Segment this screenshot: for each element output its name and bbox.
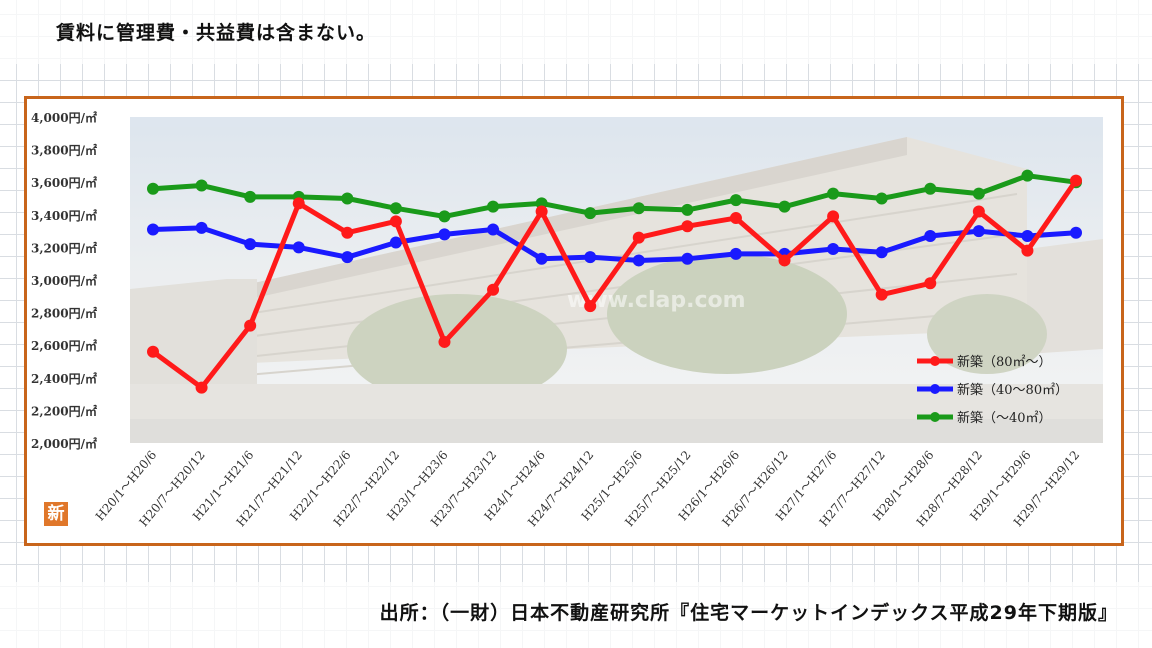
data-point bbox=[875, 192, 888, 205]
data-point bbox=[1021, 169, 1034, 182]
y-tick-label: 2,800円/㎡ bbox=[31, 306, 97, 321]
data-point bbox=[147, 182, 159, 195]
data-point bbox=[729, 212, 742, 225]
data-point bbox=[389, 202, 402, 215]
data-point bbox=[244, 238, 257, 251]
data-point bbox=[972, 225, 985, 238]
data-point bbox=[244, 190, 257, 203]
legend-label: 新築（40～80㎡） bbox=[957, 382, 1068, 398]
data-point bbox=[195, 381, 208, 394]
apartment-photo-background: www.clap.com bbox=[130, 117, 1103, 443]
series-line bbox=[152, 173, 1077, 219]
data-point bbox=[1070, 226, 1082, 239]
legend-marker bbox=[930, 384, 940, 394]
data-point bbox=[1021, 229, 1034, 242]
data-point bbox=[924, 182, 937, 195]
data-point bbox=[341, 226, 354, 239]
brand-logo: 新 bbox=[44, 502, 68, 526]
legend-marker bbox=[930, 356, 940, 366]
legend-label: 新築（80㎡～） bbox=[957, 354, 1052, 370]
data-point bbox=[972, 187, 985, 200]
data-point bbox=[875, 246, 888, 259]
data-point bbox=[438, 210, 451, 223]
data-point bbox=[924, 277, 937, 290]
data-point bbox=[827, 210, 840, 223]
data-point bbox=[584, 251, 597, 264]
data-point bbox=[487, 223, 500, 236]
data-point bbox=[729, 247, 742, 260]
y-tick-label: 3,600円/㎡ bbox=[31, 175, 97, 190]
data-point bbox=[535, 252, 548, 265]
data-point bbox=[535, 205, 548, 218]
data-point bbox=[972, 205, 985, 218]
chart-frame: www.clap.com 4,000円/㎡ 3,800円/㎡ 3,600円/㎡ 3,4… bbox=[24, 96, 1124, 546]
data-point bbox=[1021, 244, 1034, 257]
series-line bbox=[151, 179, 1079, 391]
data-point bbox=[1070, 174, 1082, 187]
data-point bbox=[632, 202, 645, 215]
data-point bbox=[632, 231, 645, 244]
data-point bbox=[778, 254, 791, 267]
data-point bbox=[681, 203, 694, 216]
data-point bbox=[632, 254, 645, 267]
data-point bbox=[584, 300, 597, 313]
data-point bbox=[875, 288, 888, 301]
data-point bbox=[827, 187, 840, 200]
y-tick-label: 4,000円/㎡ bbox=[31, 110, 97, 125]
data-point bbox=[292, 241, 305, 254]
data-point bbox=[924, 229, 937, 242]
data-point bbox=[681, 252, 694, 265]
data-point bbox=[147, 223, 159, 236]
data-point bbox=[584, 207, 597, 220]
data-point bbox=[389, 215, 402, 228]
y-tick-label: 2,400円/㎡ bbox=[31, 371, 97, 386]
data-point bbox=[389, 236, 402, 249]
y-tick-label: 3,000円/㎡ bbox=[31, 273, 97, 288]
footer-band bbox=[0, 582, 1152, 648]
y-tick-label: 3,200円/㎡ bbox=[31, 240, 97, 255]
y-tick-label: 2,200円/㎡ bbox=[31, 403, 97, 418]
data-point bbox=[681, 220, 694, 233]
source-caption: 出所：（一財）日本不動産研究所『住宅マーケットインデックス平成29年下期版』 bbox=[379, 602, 1118, 624]
data-point bbox=[827, 243, 840, 256]
data-point bbox=[729, 194, 742, 207]
y-tick-label: 2,600円/㎡ bbox=[31, 338, 97, 353]
legend-marker bbox=[930, 412, 940, 422]
y-tick-label: 2,000円/㎡ bbox=[31, 436, 97, 451]
data-point bbox=[244, 319, 257, 332]
data-point bbox=[195, 221, 208, 234]
data-point bbox=[341, 192, 354, 205]
legend-label: 新築（～40㎡） bbox=[957, 410, 1052, 426]
data-point bbox=[341, 251, 354, 264]
data-point bbox=[147, 345, 159, 358]
rent-line-chart: www.clap.com 4,000円/㎡ 3,800円/㎡ 3,600円/㎡ 3,4… bbox=[31, 110, 1103, 529]
data-point bbox=[438, 335, 451, 348]
data-point bbox=[292, 197, 305, 210]
rent-note: 賃料に管理費・共益費は含まない。 bbox=[56, 22, 377, 44]
data-point bbox=[487, 200, 500, 213]
y-tick-label: 3,400円/㎡ bbox=[31, 208, 97, 223]
header-band bbox=[0, 0, 1152, 64]
series-line bbox=[152, 225, 1077, 263]
data-point bbox=[778, 200, 791, 213]
y-tick-label: 3,800円/㎡ bbox=[31, 143, 97, 158]
data-point bbox=[195, 179, 208, 192]
data-point bbox=[487, 283, 500, 296]
data-point bbox=[438, 228, 451, 241]
